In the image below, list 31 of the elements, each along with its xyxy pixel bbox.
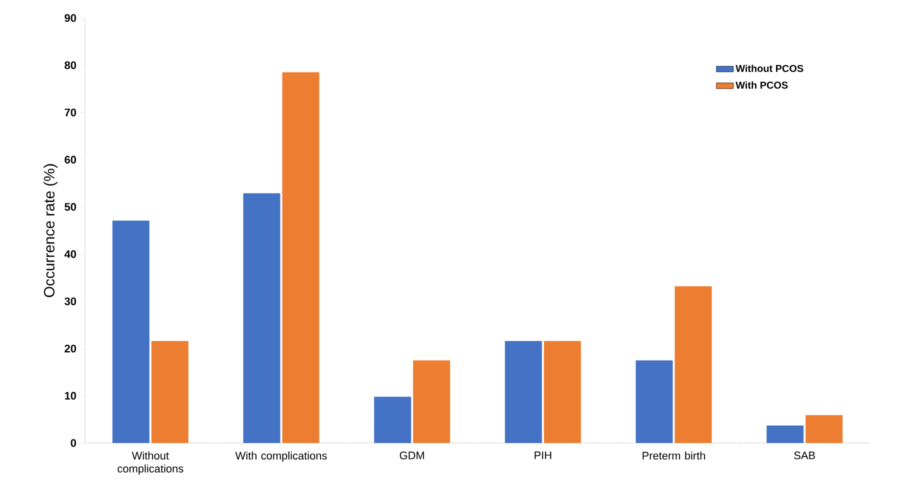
y-tick-label: 30 bbox=[64, 297, 76, 306]
y-tick-label: 20 bbox=[64, 344, 76, 352]
x-tick-label: GDM bbox=[400, 452, 424, 460]
y-tick-label: 40 bbox=[64, 250, 76, 258]
x-tick-label: With complications bbox=[235, 452, 327, 462]
x-tick-label: PIH bbox=[534, 452, 552, 460]
y-tick-label: 0 bbox=[70, 439, 76, 447]
x-tick-label: Without complications bbox=[118, 452, 184, 475]
bar bbox=[766, 426, 804, 443]
legend-label: With PCOS bbox=[736, 81, 788, 89]
bar bbox=[544, 341, 581, 443]
y-tick-label: 90 bbox=[64, 14, 76, 22]
x-tick-label: Preterm birth bbox=[642, 452, 705, 460]
y-tick-label: 50 bbox=[64, 203, 76, 211]
x-tick-label: SAB bbox=[794, 452, 815, 460]
bar bbox=[413, 360, 450, 443]
y-axis-title: Occurrence rate (%) bbox=[44, 164, 58, 298]
bar bbox=[374, 396, 412, 443]
bar bbox=[151, 341, 188, 443]
legend-label: Without PCOS bbox=[736, 64, 804, 72]
y-tick-label: 70 bbox=[64, 108, 76, 116]
bar bbox=[504, 341, 542, 443]
bar bbox=[806, 415, 843, 443]
y-tick-label: 10 bbox=[64, 392, 76, 400]
bar bbox=[243, 193, 280, 443]
y-tick-label: 60 bbox=[64, 156, 76, 164]
y-tick-label: 80 bbox=[64, 61, 76, 70]
bar bbox=[112, 220, 150, 443]
bar bbox=[636, 360, 673, 443]
bar bbox=[282, 72, 320, 443]
bar bbox=[674, 286, 712, 443]
